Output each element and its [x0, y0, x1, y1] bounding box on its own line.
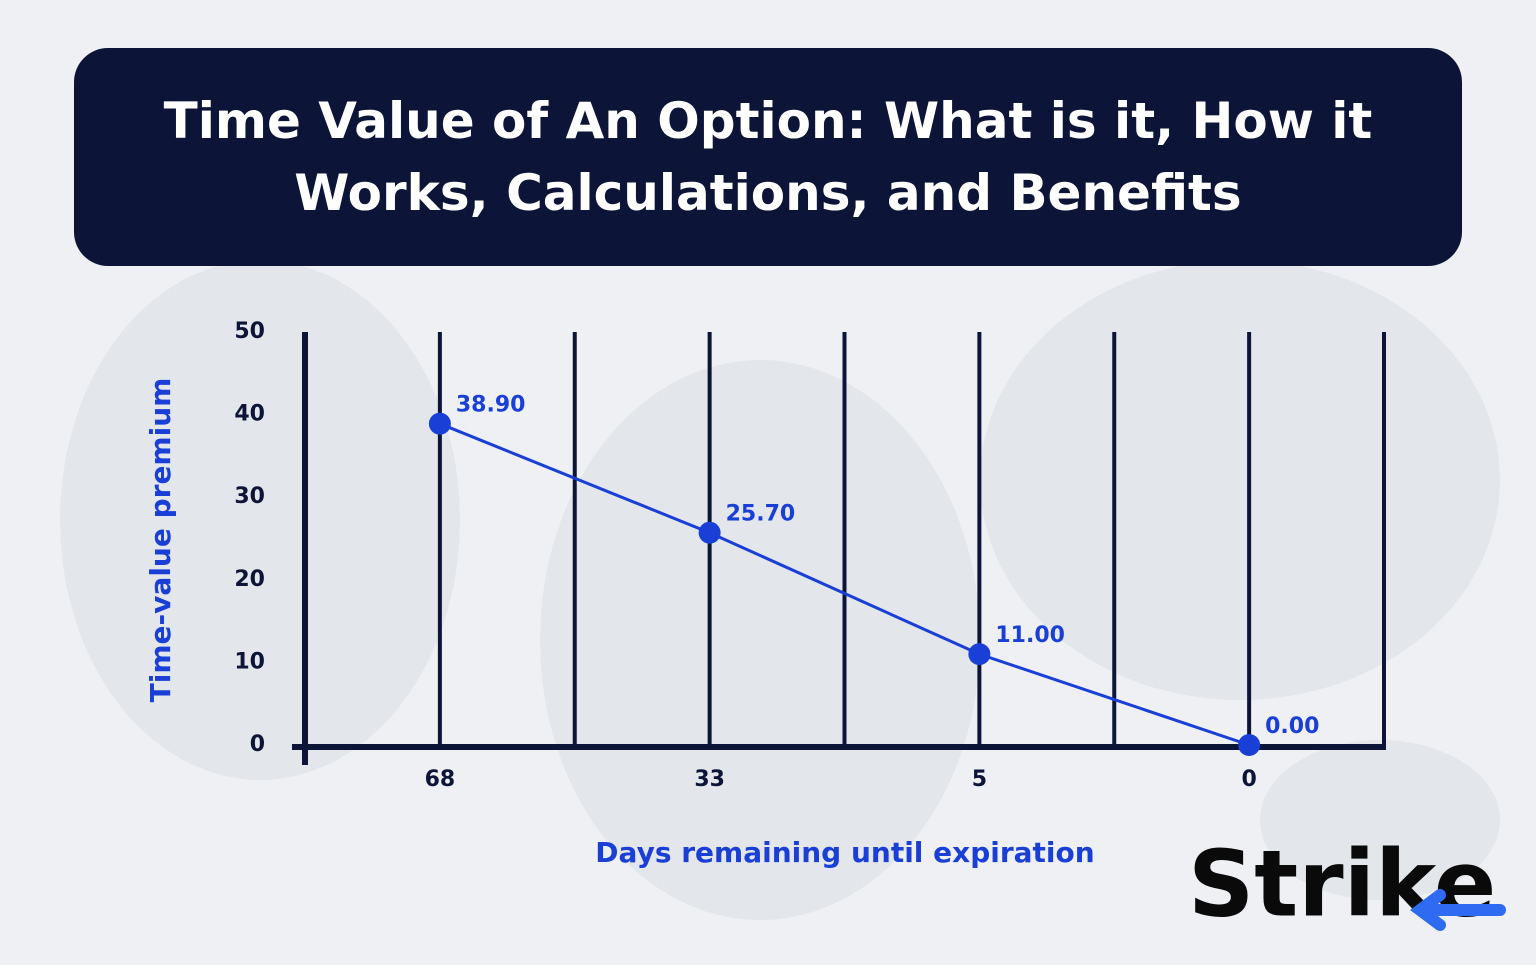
- title-banner: Time Value of An Option: What is it, How…: [74, 48, 1462, 266]
- x-tick-label: 0: [1241, 767, 1256, 792]
- logo: Strike: [1188, 830, 1496, 937]
- map-background: [60, 260, 1500, 920]
- y-tick-label: 30: [234, 484, 265, 509]
- y-tick-label: 50: [234, 319, 265, 344]
- y-tick-label: 0: [250, 732, 265, 757]
- data-point: [698, 521, 721, 544]
- x-axis-title: Days remaining until expiration: [595, 836, 1094, 869]
- x-tick-label: 68: [425, 767, 456, 792]
- data-label: 0.00: [1265, 714, 1319, 739]
- data-label: 38.90: [456, 393, 526, 418]
- data-line: [439, 422, 1250, 747]
- data-point: [428, 412, 451, 435]
- data-label: 25.70: [726, 502, 796, 527]
- y-axis-title: Time-value premium: [144, 378, 177, 703]
- y-tick-label: 10: [234, 649, 265, 674]
- data-point: [1238, 734, 1261, 756]
- y-tick-label: 40: [234, 402, 265, 427]
- logo-arrow: [1410, 889, 1506, 931]
- x-tick-label: 5: [972, 767, 987, 792]
- chart-title: Time Value of An Option: What is it, How…: [163, 92, 1373, 222]
- y-tick-label: 20: [234, 567, 265, 592]
- data-point: [968, 643, 991, 666]
- x-tick-label: 33: [694, 767, 725, 792]
- data-label: 11.00: [995, 623, 1065, 648]
